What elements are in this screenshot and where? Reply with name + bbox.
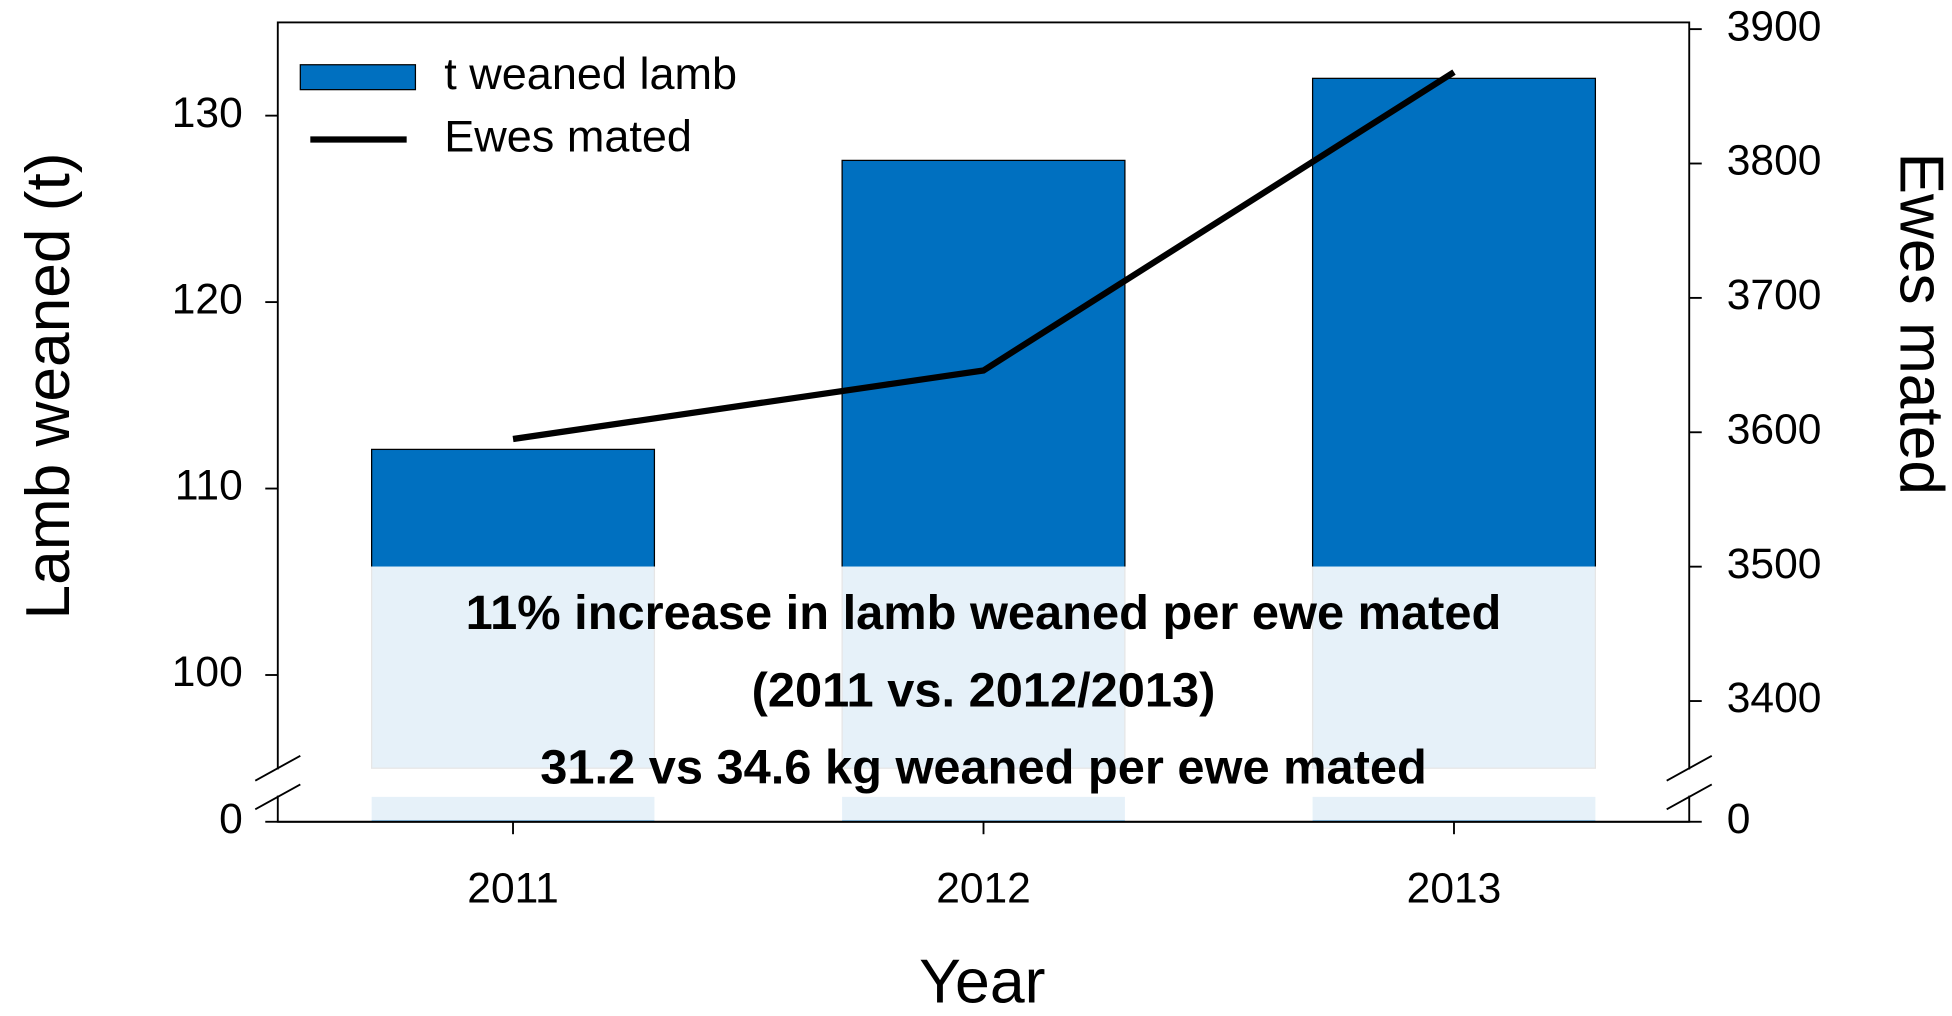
- y2-axis-title: Ewes mated: [1886, 152, 1952, 494]
- y-tick-label: 120: [172, 275, 243, 322]
- y2-tick-label: 3900: [1727, 2, 1822, 49]
- y-tick-label: 110: [175, 462, 243, 509]
- legend-label: t weaned lamb: [444, 48, 737, 99]
- y2-tick-label: 3400: [1727, 674, 1822, 721]
- y2-tick-label: 3800: [1727, 137, 1822, 184]
- y-tick-label: 0: [219, 795, 243, 842]
- break-mark: [1666, 783, 1713, 811]
- line: [512, 69, 1456, 443]
- x-tick-label: 2013: [1407, 865, 1502, 912]
- y-tick-label: 100: [172, 648, 243, 695]
- annotation: (2011 vs. 2012/2013): [752, 663, 1216, 717]
- y-tick-label: 130: [172, 89, 243, 136]
- break-gap: [252, 769, 303, 796]
- legend-label: Ewes mated: [444, 110, 692, 161]
- x-tick-label: 2011: [467, 865, 558, 912]
- annotation: 31.2 vs 34.6 kg weaned per ewe mated: [540, 741, 1427, 795]
- break-mark: [1666, 754, 1713, 782]
- y2-tick-label: 3500: [1727, 540, 1822, 587]
- break-mark: [254, 754, 301, 782]
- break-mark: [254, 783, 301, 811]
- x-tick-label: 2012: [936, 865, 1031, 912]
- y2-tick-label: 0: [1727, 795, 1751, 842]
- legend-swatch: [299, 64, 417, 91]
- y-axis-title: Lamb weaned (t): [14, 152, 83, 619]
- y2-tick-label: 3600: [1727, 406, 1822, 453]
- break-gap: [1664, 769, 1715, 796]
- annotation-backdrop: [279, 566, 1688, 821]
- annotation: 11% increase in lamb weaned per ewe mate…: [466, 586, 1502, 640]
- y2-tick-label: 3700: [1727, 271, 1822, 318]
- x-axis-title: Year: [919, 948, 1045, 1016]
